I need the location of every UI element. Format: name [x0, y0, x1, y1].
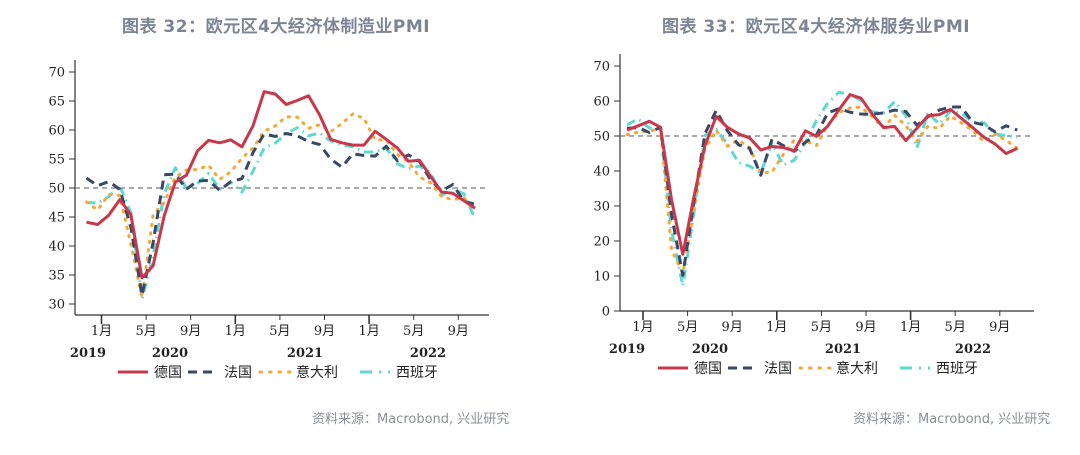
- x-year-label: 2021: [825, 342, 861, 357]
- y-tick-label: 0: [602, 305, 610, 320]
- x-year-label: 2019: [609, 342, 645, 357]
- chart-title-services: 图表 33：欧元区4大经济体服务业PMI: [662, 17, 971, 37]
- series-line-spain: [86, 126, 477, 301]
- legend-label-france: 法国: [764, 361, 792, 377]
- x-year-label: 2019: [70, 346, 106, 361]
- legend-label-germany: 德国: [154, 365, 182, 381]
- x-tick-label: 9月: [722, 320, 743, 335]
- y-tick-label: 50: [48, 182, 65, 197]
- y-tick-label: 55: [48, 153, 65, 168]
- series-line-italy: [85, 112, 477, 300]
- y-tick-label: 50: [593, 130, 610, 145]
- legend-label-italy: 意大利: [836, 360, 878, 377]
- y-tick-label: 60: [48, 124, 65, 139]
- x-tick-label: 1月: [225, 324, 246, 339]
- chart-title-manufacturing: 图表 32：欧元区4大经济体制造业PMI: [122, 17, 431, 37]
- series-line-germany: [626, 93, 1018, 256]
- y-tick-label: 10: [593, 270, 610, 285]
- x-tick-label: 5月: [135, 324, 156, 339]
- x-tick-label: 5月: [811, 320, 832, 335]
- x-tick-label: 1月: [358, 324, 379, 339]
- x-year-label: 2020: [152, 346, 188, 361]
- y-tick-label: 60: [593, 95, 610, 110]
- source-note-manufacturing: 资料来源：Macrobond, 兴业研究: [312, 412, 510, 427]
- x-tick-label: 5月: [945, 320, 966, 335]
- x-year-label: 2022: [955, 342, 991, 357]
- y-tick-label: 40: [593, 165, 610, 180]
- legend-label-germany: 德国: [694, 361, 722, 377]
- manufacturing-pmi-chart: 30 35 40 45 50 55 60 65 70 1月 5月 9月 1月 5月 9月 1月 5月 9月 2019…: [48, 60, 489, 381]
- legend-label-france: 法国: [224, 365, 252, 381]
- y-tick-label: 30: [48, 298, 65, 313]
- y-tick-label: 20: [593, 235, 610, 250]
- y-tick-label: 30: [593, 200, 610, 215]
- x-year-label: 2020: [692, 342, 728, 357]
- x-tick-label: 1月: [91, 324, 112, 339]
- x-tick-label: 9月: [989, 320, 1010, 335]
- x-tick-label: 1月: [632, 320, 653, 335]
- x-tick-label: 5月: [677, 320, 698, 335]
- x-tick-label: 5月: [269, 324, 290, 339]
- y-tick-label: 45: [48, 211, 65, 226]
- source-note-services: 资料来源：Macrobond, 兴业研究: [853, 412, 1051, 427]
- y-tick-label: 70: [48, 66, 65, 81]
- legend-label-spain: 西班牙: [936, 361, 978, 377]
- services-pmi-chart: 0 10 20 30 40 50 60 70 1月 5月 9月 1月 5月 9月 1月 5月 9月 2019 202…: [593, 54, 1034, 377]
- series-line-germany: [86, 90, 476, 280]
- y-tick-label: 70: [593, 60, 610, 75]
- legend-label-italy: 意大利: [296, 364, 338, 381]
- series-line-france: [626, 105, 1018, 277]
- x-tick-label: 5月: [403, 324, 424, 339]
- x-tick-label: 1月: [766, 320, 787, 335]
- x-tick-label: 1月: [900, 320, 921, 335]
- x-tick-label: 9月: [855, 320, 876, 335]
- legend-label-spain: 西班牙: [396, 365, 438, 381]
- x-tick-label: 9月: [448, 324, 469, 339]
- x-tick-label: 9月: [180, 324, 201, 339]
- x-year-label: 2021: [287, 346, 323, 361]
- x-tick-label: 9月: [314, 324, 335, 339]
- x-year-label: 2022: [410, 346, 446, 361]
- series-line-france: [85, 132, 476, 297]
- y-tick-label: 35: [48, 269, 65, 284]
- y-tick-label: 40: [48, 240, 65, 255]
- y-tick-label: 65: [48, 95, 65, 110]
